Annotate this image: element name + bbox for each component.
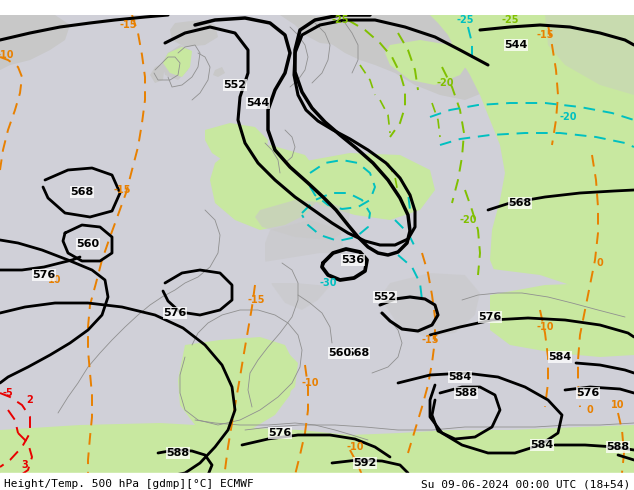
Text: 588: 588 bbox=[167, 448, 190, 458]
Text: -20: -20 bbox=[459, 215, 477, 225]
Text: -20: -20 bbox=[559, 112, 577, 122]
Polygon shape bbox=[280, 15, 360, 45]
Polygon shape bbox=[192, 343, 298, 410]
Text: Height/Temp. 500 hPa [gdmp][°C] ECMWF: Height/Temp. 500 hPa [gdmp][°C] ECMWF bbox=[4, 479, 254, 489]
Text: 584: 584 bbox=[548, 352, 572, 362]
Polygon shape bbox=[385, 273, 480, 337]
Text: 576: 576 bbox=[479, 312, 501, 322]
Text: -15: -15 bbox=[421, 335, 439, 345]
Polygon shape bbox=[245, 253, 590, 330]
Text: 588: 588 bbox=[607, 442, 630, 452]
Text: 536: 536 bbox=[342, 255, 365, 265]
Polygon shape bbox=[205, 123, 268, 170]
Text: 2: 2 bbox=[27, 395, 34, 405]
Polygon shape bbox=[162, 45, 190, 80]
Text: 552: 552 bbox=[373, 292, 396, 302]
Text: 544: 544 bbox=[504, 40, 527, 50]
Polygon shape bbox=[265, 220, 345, 310]
Polygon shape bbox=[385, 40, 470, 85]
Polygon shape bbox=[490, 283, 634, 357]
Text: 0: 0 bbox=[597, 258, 604, 268]
Text: 568: 568 bbox=[508, 198, 532, 208]
Text: 584: 584 bbox=[531, 440, 553, 450]
Polygon shape bbox=[213, 67, 225, 77]
Text: -5: -5 bbox=[3, 388, 13, 398]
Text: -15: -15 bbox=[119, 20, 137, 30]
Polygon shape bbox=[318, 15, 530, 100]
Text: -15: -15 bbox=[536, 30, 553, 40]
Text: 560: 560 bbox=[328, 348, 352, 358]
Text: -20: -20 bbox=[436, 78, 454, 88]
Polygon shape bbox=[0, 423, 634, 475]
Polygon shape bbox=[430, 15, 634, 335]
Text: -10: -10 bbox=[301, 378, 319, 388]
Text: 3: 3 bbox=[22, 460, 29, 470]
Text: 10: 10 bbox=[611, 400, 624, 410]
Polygon shape bbox=[330, 15, 395, 50]
Text: 568: 568 bbox=[346, 348, 370, 358]
Text: 544: 544 bbox=[247, 98, 269, 108]
Text: 576: 576 bbox=[32, 270, 56, 280]
Text: -25: -25 bbox=[456, 15, 474, 25]
Text: 576: 576 bbox=[164, 308, 186, 318]
Polygon shape bbox=[255, 200, 350, 240]
Polygon shape bbox=[163, 47, 192, 77]
Text: 588: 588 bbox=[455, 388, 477, 398]
Polygon shape bbox=[295, 153, 435, 220]
Polygon shape bbox=[450, 30, 530, 80]
Text: 592: 592 bbox=[353, 458, 377, 468]
Text: 552: 552 bbox=[224, 80, 247, 90]
Text: -25: -25 bbox=[331, 15, 349, 25]
Text: 0: 0 bbox=[586, 405, 593, 415]
Text: 584: 584 bbox=[448, 372, 472, 382]
Polygon shape bbox=[210, 145, 320, 230]
Polygon shape bbox=[150, 63, 165, 83]
Polygon shape bbox=[170, 20, 218, 47]
Text: -10: -10 bbox=[346, 442, 364, 452]
Text: 568: 568 bbox=[70, 187, 94, 197]
Bar bbox=[0, 473, 634, 475]
Polygon shape bbox=[178, 337, 295, 435]
Text: -10: -10 bbox=[0, 50, 14, 60]
Text: -25: -25 bbox=[501, 15, 519, 25]
Text: 560: 560 bbox=[77, 239, 100, 249]
Polygon shape bbox=[380, 15, 455, 50]
Text: -15: -15 bbox=[247, 295, 265, 305]
Polygon shape bbox=[545, 15, 634, 95]
Text: 576: 576 bbox=[268, 428, 292, 438]
Text: -10: -10 bbox=[536, 322, 553, 332]
Text: -15: -15 bbox=[113, 185, 131, 195]
Text: 10: 10 bbox=[48, 275, 61, 285]
Polygon shape bbox=[0, 15, 70, 70]
Text: Su 09-06-2024 00:00 UTC (18+54): Su 09-06-2024 00:00 UTC (18+54) bbox=[421, 479, 630, 489]
Text: -30: -30 bbox=[320, 278, 337, 288]
Text: 576: 576 bbox=[576, 388, 600, 398]
